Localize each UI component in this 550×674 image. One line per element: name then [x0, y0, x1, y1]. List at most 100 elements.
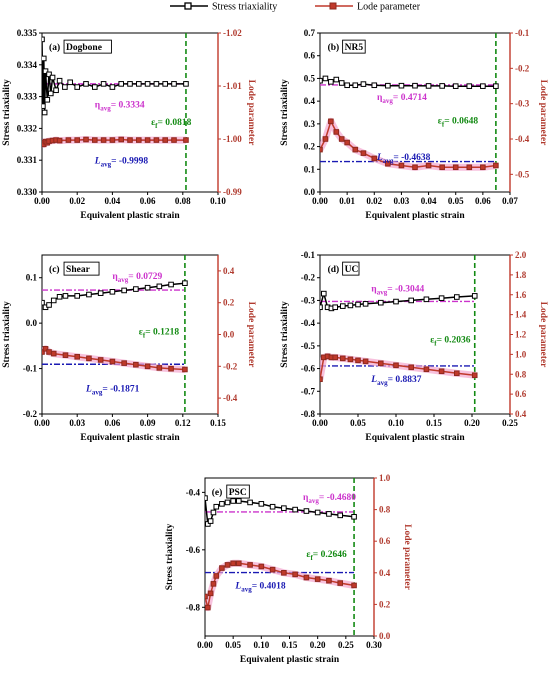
panel-letter: (c) [49, 264, 60, 275]
lode-parameter-point [398, 162, 405, 169]
x-tick-label: 0.02 [69, 196, 85, 206]
stress-triaxiality-point [121, 287, 127, 294]
stress-triaxiality-point [42, 68, 49, 74]
triax-average-label: ηavg= 0.3334 [95, 101, 145, 113]
y-tick-label: -0.3 [301, 295, 316, 305]
stress-triaxiality-point [156, 283, 163, 290]
plot-frame [41, 32, 219, 193]
lode-parameter-point [127, 137, 133, 143]
y-tick-label: -0.6 [186, 545, 201, 555]
lode-parameter-point [118, 136, 125, 143]
plot-frame [319, 254, 511, 415]
lode-parameter-point [332, 354, 338, 361]
y2-tick-label: -1.00 [223, 134, 242, 144]
y2-tick-label: 0.4 [515, 409, 527, 419]
panel-name: Shear [66, 265, 91, 275]
x-tick-label: 0.00 [34, 418, 50, 428]
lode-parameter-point [258, 563, 265, 570]
stress-triaxiality-point [46, 302, 52, 308]
stress-triaxiality-point [321, 290, 327, 297]
stress-triaxiality-point [210, 509, 217, 516]
stress-triaxiality-point [230, 498, 236, 504]
panel-name-box [63, 39, 112, 54]
stress-triaxiality-point [352, 82, 359, 89]
stress-triaxiality-point [207, 518, 214, 524]
y-tick-label: 0.334 [17, 60, 38, 70]
lode-parameter-point [224, 562, 231, 568]
y-tick-label: 0.332 [17, 123, 38, 133]
stress-triaxiality-point [44, 96, 51, 103]
x-tick-label: 0.07 [502, 196, 518, 206]
panel-psc: 0.00 0.05 0.10 0.15 0.20 0.25 0.30 -0.8 -0.6 -0.4… [165, 473, 412, 665]
stress-triaxiality-point [425, 83, 432, 89]
y-tick-label: -0.1 [23, 364, 38, 374]
x-tick-label: 0.10 [253, 640, 269, 650]
lode-parameter-point [480, 164, 486, 171]
panel-name: PSC [229, 488, 247, 498]
y2-tick-label: 1.2 [515, 330, 527, 340]
stress-triaxiality-point [320, 304, 323, 311]
lode-parameter-point [320, 146, 323, 153]
stress-triaxiality-point [452, 83, 459, 89]
stress-triaxiality-point [42, 103, 46, 109]
stress-triaxiality-point [213, 503, 220, 510]
y-tick-label: 0.3 [304, 119, 316, 129]
stress-triaxiality-point [205, 495, 208, 501]
y2-axis-label: Lode parameter [538, 302, 548, 368]
x-tick-label: 0.10 [210, 196, 226, 206]
x-tick-label: 0.04 [105, 196, 121, 206]
stress-triaxiality-point [56, 77, 63, 84]
lode-parameter-point [466, 164, 473, 171]
lode-parameter-point [439, 164, 445, 171]
stress-triaxiality-point [67, 79, 73, 86]
y-tick-label: -0.8 [301, 409, 316, 419]
stress-triaxiality-point [292, 506, 298, 513]
stress-triaxiality-point [258, 501, 265, 507]
fracture-strain-label: εf= 0.0818 [151, 118, 192, 130]
y-tick-label: -0.1 [301, 250, 316, 260]
x-tick-label: 0.06 [475, 196, 491, 206]
panel-label: (c) Shear [49, 261, 100, 276]
stress-triaxiality-point [168, 281, 174, 288]
y2-tick-label: 0.6 [515, 389, 527, 399]
stress-triaxiality-point [100, 81, 107, 87]
lode-average-label: Lavg= -0.1871 [85, 385, 140, 397]
x-tick-label: 0.00 [312, 196, 328, 206]
lode-parameter-point [393, 362, 399, 369]
y-tick-label: -0.2 [301, 273, 316, 283]
stress-triaxiality-point [328, 79, 334, 85]
panel-name-box [226, 484, 250, 499]
x-axis-label: Equivalent plastic strain [80, 211, 180, 221]
y-tick-label: -0.4 [301, 318, 316, 328]
y2-tick-label: -0.5 [515, 169, 530, 179]
x-tick-label: 0.00 [34, 196, 50, 206]
stress-triaxiality-point [378, 299, 384, 306]
lode-parameter-point [471, 372, 478, 379]
y-tick-label: -0.8 [186, 602, 201, 612]
stress-triaxiality-point [49, 74, 56, 81]
lode-parameter-point [423, 366, 430, 373]
x-tick-label: 0.20 [310, 640, 326, 650]
stress-triaxiality-point [333, 76, 340, 83]
y2-tick-label: -0.3 [515, 99, 530, 109]
lode-parameter-point [182, 366, 188, 373]
y2-tick-label: -0.1 [515, 28, 530, 38]
panel-name: NR5 [345, 43, 364, 53]
stress-triaxiality-point [332, 304, 338, 311]
y2-tick-label: -0.99 [223, 187, 242, 197]
stress-triaxiality-point [351, 513, 357, 520]
lode-parameter-point [303, 574, 310, 581]
panel-name: UC [345, 265, 359, 275]
lode-parameter-point [42, 346, 49, 352]
stress-triaxiality-point [42, 109, 48, 116]
stress-triaxiality-point [74, 84, 81, 90]
y2-tick-label: 0.2 [223, 298, 235, 308]
y-axis-label: Stress triaxiality [2, 301, 12, 368]
y-tick-label: -0.5 [301, 341, 316, 351]
stress-triaxiality-point [136, 81, 142, 87]
stress-triaxiality-point [371, 82, 378, 89]
x-axis-label: Equivalent plastic strain [80, 433, 180, 443]
lode-parameter-point [337, 580, 343, 586]
stress-triaxiality-point [454, 294, 460, 300]
